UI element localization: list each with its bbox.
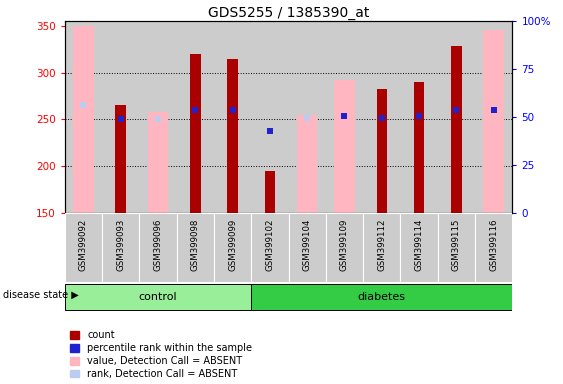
Bar	[65, 284, 251, 310]
Text: GSM399104: GSM399104	[303, 218, 312, 271]
Bar	[73, 26, 93, 213]
Bar	[177, 213, 214, 282]
Text: GSM399092: GSM399092	[79, 218, 88, 271]
Text: GSM399109: GSM399109	[340, 218, 349, 271]
Bar	[475, 213, 512, 282]
Bar	[289, 213, 326, 282]
Bar	[400, 213, 438, 282]
Bar	[265, 171, 275, 213]
Bar	[414, 82, 425, 213]
Bar	[148, 112, 168, 213]
Text: GSM399093: GSM399093	[116, 218, 125, 271]
Title: GDS5255 / 1385390_at: GDS5255 / 1385390_at	[208, 6, 369, 20]
Bar	[214, 213, 251, 282]
Bar	[214, 21, 251, 213]
Bar	[451, 46, 462, 213]
Bar	[438, 213, 475, 282]
Bar	[438, 21, 475, 213]
Bar	[251, 213, 288, 282]
Text: disease state ▶: disease state ▶	[3, 290, 79, 300]
Text: GSM399102: GSM399102	[265, 218, 274, 271]
Text: GSM399115: GSM399115	[452, 218, 461, 271]
Text: GSM399098: GSM399098	[191, 218, 200, 271]
Bar	[102, 21, 139, 213]
Bar	[289, 21, 326, 213]
Text: GSM399099: GSM399099	[228, 218, 237, 271]
Bar	[326, 21, 363, 213]
Legend: count, percentile rank within the sample, value, Detection Call = ABSENT, rank, : count, percentile rank within the sample…	[70, 330, 252, 379]
Text: GSM399096: GSM399096	[154, 218, 163, 271]
Bar	[484, 30, 504, 213]
Bar	[400, 21, 438, 213]
Bar	[363, 213, 400, 282]
Text: diabetes: diabetes	[358, 291, 406, 302]
Text: GSM399112: GSM399112	[377, 218, 386, 271]
Bar	[326, 213, 363, 282]
Bar	[115, 106, 126, 213]
Bar	[177, 21, 214, 213]
Bar	[363, 21, 400, 213]
Bar	[140, 213, 177, 282]
Bar	[140, 21, 177, 213]
Bar	[251, 21, 288, 213]
Bar	[65, 21, 102, 213]
Text: GSM399114: GSM399114	[414, 218, 423, 271]
Bar	[334, 80, 355, 213]
Text: control: control	[138, 291, 177, 302]
Bar	[227, 59, 238, 213]
Bar	[65, 213, 102, 282]
Bar	[377, 89, 387, 213]
Bar	[475, 21, 512, 213]
Bar	[297, 115, 318, 213]
Bar	[190, 54, 200, 213]
Text: GSM399116: GSM399116	[489, 218, 498, 271]
Bar	[251, 284, 512, 310]
Bar	[102, 213, 139, 282]
